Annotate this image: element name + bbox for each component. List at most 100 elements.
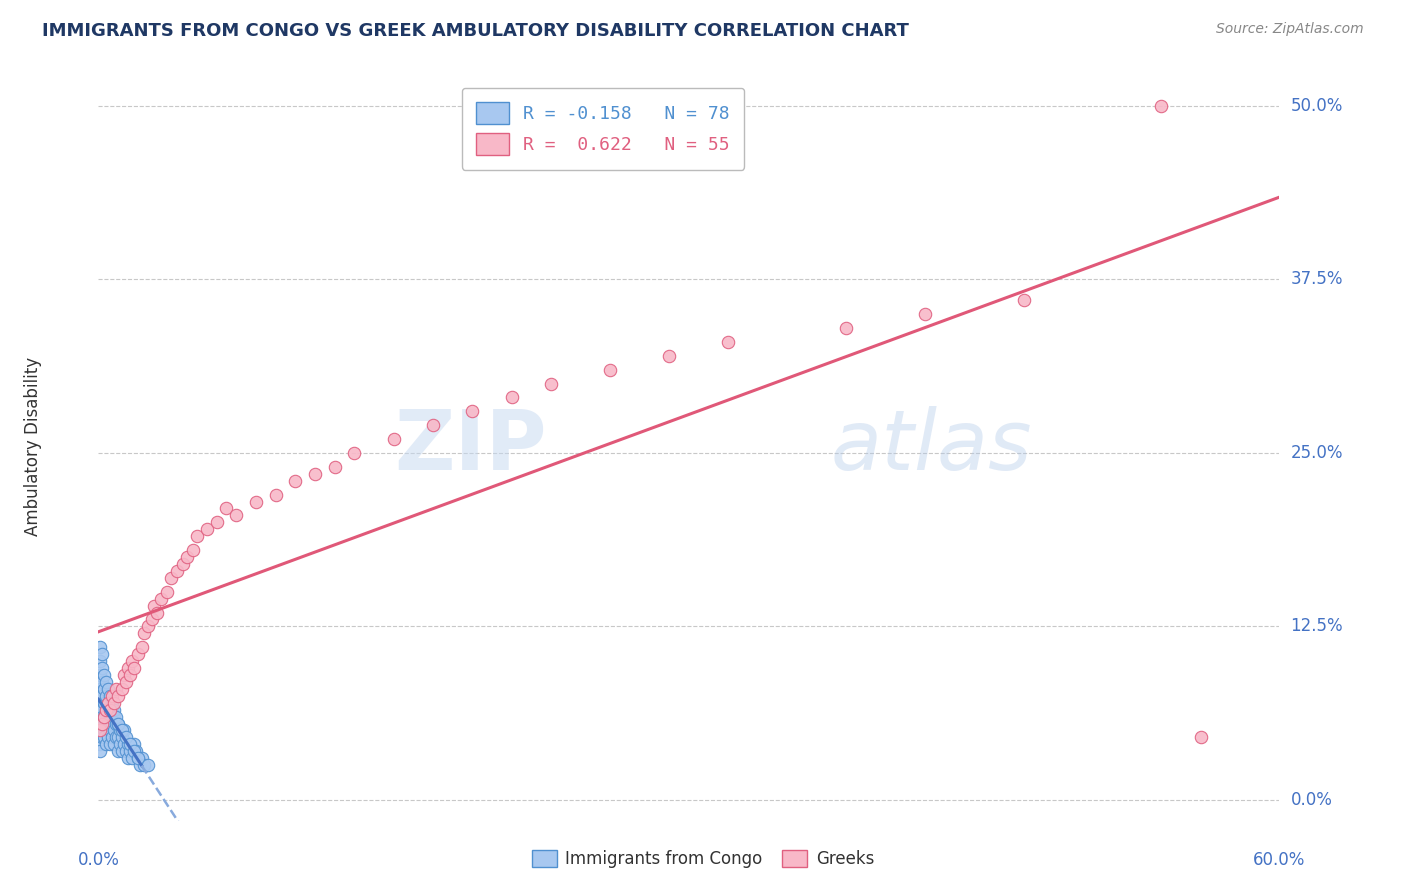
Point: [422, 418, 444, 433]
Point: [91, 647, 114, 661]
Text: 12.5%: 12.5%: [1291, 617, 1343, 635]
Point: [160, 571, 183, 585]
Point: [98, 709, 121, 723]
Point: [108, 723, 131, 738]
Text: ZIP: ZIP: [395, 406, 547, 486]
Point: [136, 619, 159, 633]
Point: [122, 661, 145, 675]
Point: [98, 737, 121, 751]
Point: [111, 731, 134, 745]
Point: [128, 758, 150, 772]
Point: [195, 522, 218, 536]
Point: [156, 584, 179, 599]
Point: [205, 516, 228, 530]
Point: [1150, 99, 1173, 113]
Point: [658, 349, 681, 363]
Point: [103, 737, 125, 751]
Point: [97, 716, 120, 731]
Legend: R = -0.158   N = 78, R =  0.622   N = 55: R = -0.158 N = 78, R = 0.622 N = 55: [461, 88, 744, 169]
Point: [131, 751, 153, 765]
Point: [142, 599, 165, 613]
Text: 0.0%: 0.0%: [1291, 791, 1333, 809]
Point: [117, 661, 139, 675]
Point: [150, 591, 173, 606]
Point: [103, 709, 125, 723]
Point: [91, 709, 114, 723]
Point: [96, 737, 118, 751]
Point: [103, 696, 125, 710]
Point: [176, 549, 198, 564]
Point: [93, 723, 115, 738]
Point: [166, 564, 188, 578]
Point: [115, 731, 138, 745]
Point: [89, 744, 111, 758]
Point: [91, 674, 114, 689]
Point: [98, 723, 121, 738]
Point: [112, 737, 135, 751]
Point: [97, 696, 120, 710]
Point: [89, 723, 111, 738]
Point: [132, 626, 155, 640]
Point: [96, 703, 118, 717]
Point: [93, 696, 115, 710]
Point: [105, 731, 128, 745]
Point: [181, 543, 204, 558]
Point: [118, 737, 141, 751]
Point: [115, 674, 138, 689]
Text: Source: ZipAtlas.com: Source: ZipAtlas.com: [1216, 22, 1364, 37]
Point: [141, 612, 163, 626]
Point: [103, 723, 125, 738]
Point: [96, 716, 118, 731]
Point: [132, 758, 155, 772]
Point: [111, 744, 134, 758]
Point: [91, 703, 114, 717]
Point: [127, 647, 149, 661]
Point: [501, 391, 523, 405]
Point: [112, 723, 135, 738]
Point: [111, 681, 134, 696]
Point: [115, 744, 138, 758]
Point: [101, 689, 124, 703]
Point: [125, 744, 148, 758]
Point: [91, 731, 114, 745]
Point: [107, 716, 129, 731]
Point: [264, 487, 287, 501]
Point: [136, 758, 159, 772]
Point: [89, 640, 111, 655]
Point: [122, 744, 145, 758]
Point: [225, 508, 247, 523]
Point: [914, 307, 936, 321]
Point: [91, 661, 114, 675]
Point: [97, 696, 120, 710]
Point: [461, 404, 484, 418]
Legend: Immigrants from Congo, Greeks: Immigrants from Congo, Greeks: [526, 843, 880, 875]
Point: [107, 689, 129, 703]
Text: IMMIGRANTS FROM CONGO VS GREEK AMBULATORY DISABILITY CORRELATION CHART: IMMIGRANTS FROM CONGO VS GREEK AMBULATOR…: [42, 22, 910, 40]
Point: [117, 751, 139, 765]
Point: [91, 716, 114, 731]
Point: [101, 696, 124, 710]
Point: [91, 716, 114, 731]
Point: [89, 709, 111, 723]
Point: [382, 432, 405, 446]
Point: [343, 446, 366, 460]
Point: [112, 668, 135, 682]
Point: [103, 703, 125, 717]
Point: [98, 703, 121, 717]
Point: [97, 681, 120, 696]
Point: [96, 703, 118, 717]
Point: [93, 731, 115, 745]
Point: [122, 737, 145, 751]
Point: [717, 334, 740, 349]
Point: [101, 716, 124, 731]
Point: [107, 716, 129, 731]
Point: [105, 716, 128, 731]
Point: [89, 668, 111, 682]
Point: [97, 731, 120, 745]
Point: [245, 494, 267, 508]
Text: 25.0%: 25.0%: [1291, 444, 1343, 462]
Point: [108, 737, 131, 751]
Point: [96, 689, 118, 703]
Text: atlas: atlas: [831, 406, 1032, 486]
Text: 0.0%: 0.0%: [77, 851, 120, 869]
